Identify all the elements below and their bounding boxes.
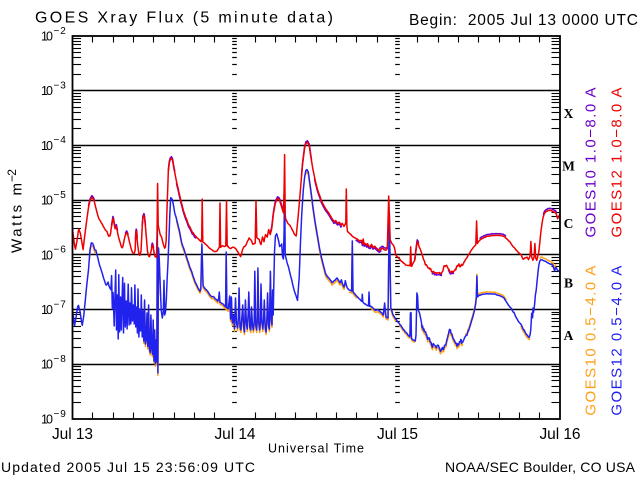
svg-text:Universal Time: Universal Time [268,442,364,456]
svg-text:M: M [562,159,575,174]
svg-text:−4: −4 [54,135,67,146]
svg-text:Jul 15: Jul 15 [377,426,418,443]
svg-text:10: 10 [41,248,53,262]
svg-text:Updated 2005 Jul 15 23:56:09 U: Updated 2005 Jul 15 23:56:09 UTC [1,459,255,475]
svg-text:B: B [564,276,573,291]
svg-text:−2: −2 [54,26,67,37]
svg-text:−3: −3 [54,81,67,92]
svg-text:10: 10 [41,412,53,426]
svg-text:10: 10 [41,358,53,372]
svg-text:GOES10 0.5−4.0 A: GOES10 0.5−4.0 A [583,266,600,416]
svg-text:Watts m: Watts m [9,183,26,253]
svg-text:10: 10 [41,139,53,153]
svg-text:NOAA/SEC Boulder, CO USA: NOAA/SEC Boulder, CO USA [445,459,636,475]
svg-text:10: 10 [41,194,53,208]
svg-text:−5: −5 [54,190,67,201]
svg-text:−7: −7 [54,299,67,310]
svg-text:−9: −9 [54,409,67,420]
svg-text:−2: −2 [5,169,19,182]
svg-text:10: 10 [41,29,53,43]
svg-text:Jul 16: Jul 16 [540,426,581,443]
svg-text:GOES12 1.0−8.0 A: GOES12 1.0−8.0 A [609,88,626,238]
svg-text:C: C [564,216,574,231]
svg-text:X: X [564,106,574,121]
svg-text:−6: −6 [54,245,67,256]
svg-text:A: A [564,328,574,343]
svg-text:GOES10 1.0−8.0 A: GOES10 1.0−8.0 A [583,88,600,238]
svg-text:GOES12 0.5−4.0 A: GOES12 0.5−4.0 A [609,266,626,416]
svg-text:10: 10 [41,84,53,98]
svg-text:Jul 13: Jul 13 [52,426,93,443]
svg-text:Begin: 2005 Jul 13 0000 UTC: Begin: 2005 Jul 13 0000 UTC [409,12,638,29]
svg-text:10: 10 [41,303,53,317]
svg-text:Jul 14: Jul 14 [215,426,256,443]
svg-text:−8: −8 [54,354,67,365]
